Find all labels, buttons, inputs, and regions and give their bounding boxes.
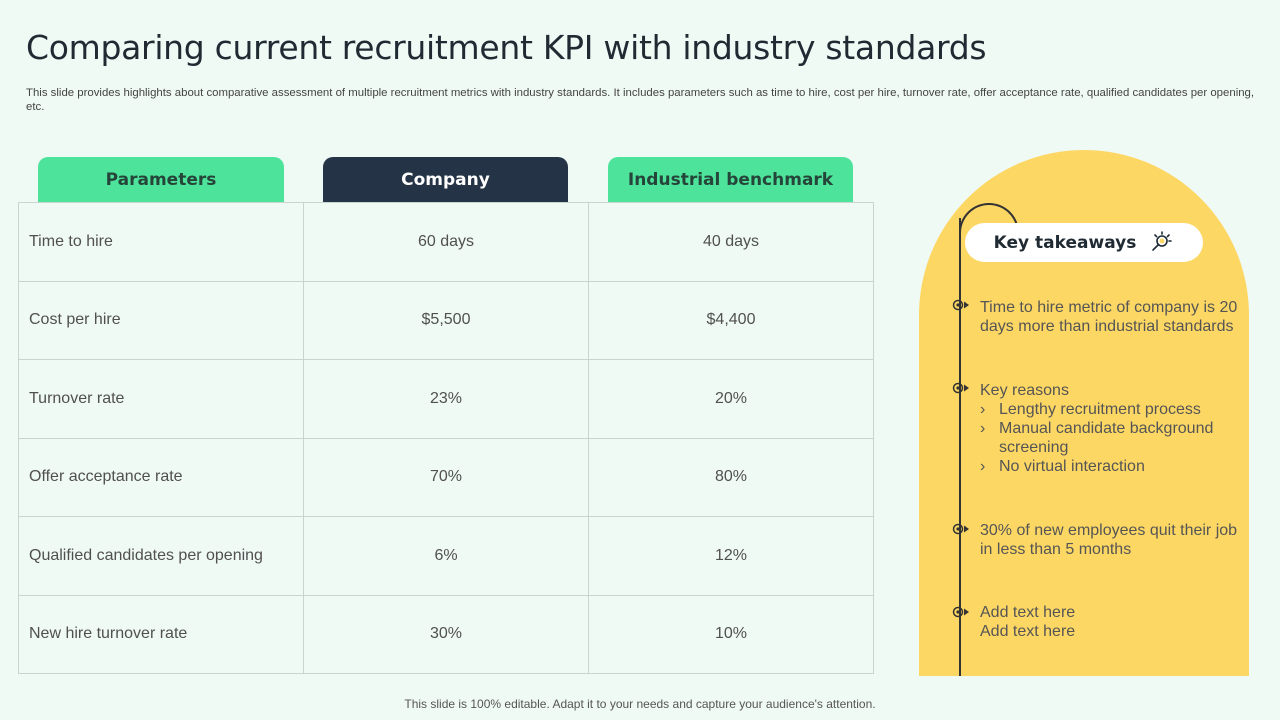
- company-cell: 23%: [303, 359, 589, 439]
- placeholder-text: Add text here: [980, 604, 1076, 621]
- company-cell: 60 days: [303, 202, 589, 282]
- timeline-line: [959, 218, 961, 676]
- parameter-cell: Time to hire: [18, 202, 304, 282]
- company-cell: 30%: [303, 594, 589, 674]
- page-subtitle: This slide provides highlights about com…: [26, 87, 1255, 113]
- timeline-marker-icon: [952, 606, 969, 618]
- company-cell: $5,500: [303, 280, 589, 360]
- parameter-cell: Offer acceptance rate: [18, 437, 304, 517]
- benchmark-cell: 80%: [588, 437, 874, 517]
- sub-bullet: ›: [980, 401, 986, 418]
- benchmark-cell: 12%: [588, 516, 874, 596]
- column-header-company: Company: [323, 157, 568, 202]
- column-header-parameters: Parameters: [38, 157, 284, 202]
- takeaway-item: Time to hire metric of company is 20 day…: [980, 299, 1238, 335]
- takeaway-item: Key reasons › Lengthy recruitment process…: [980, 381, 1242, 476]
- parameter-cell: Qualified candidates per opening: [18, 516, 304, 596]
- reasons-list: › Lengthy recruitment process › Manual can…: [980, 400, 1242, 476]
- page-title: Comparing current recruitment KPI with i…: [26, 28, 987, 67]
- list-item: › No virtual interaction: [980, 458, 1145, 475]
- footer-note: This slide is 100% editable. Adapt it to…: [404, 697, 876, 711]
- timeline-marker-icon: [952, 523, 969, 535]
- company-cell: 70%: [303, 437, 589, 517]
- takeaways-title: Key takeaways: [993, 232, 1137, 253]
- list-item: › Manual candidate background screening: [980, 420, 1214, 456]
- takeaway-item: 30% of new employees quit their job in l…: [980, 522, 1238, 558]
- table-row: Time to hire 60 days 40 days: [18, 202, 874, 282]
- timeline-marker-icon: [952, 299, 969, 311]
- takeaway-heading: Key reasons: [980, 382, 1069, 399]
- takeaways-title-pill: Key takeaways: [965, 223, 1203, 262]
- list-item: › Lengthy recruitment process: [980, 401, 1201, 418]
- sub-bullet: ›: [980, 420, 986, 437]
- table-row: New hire turnover rate 30% 10%: [18, 594, 874, 674]
- placeholder-text: Add text here: [980, 623, 1076, 640]
- parameter-cell: New hire turnover rate: [18, 594, 304, 674]
- timeline-marker-icon: [952, 382, 969, 394]
- takeaway-item: Add text here Add text here: [980, 603, 1242, 641]
- column-header-benchmark: Industrial benchmark: [608, 157, 853, 202]
- company-cell: 6%: [303, 516, 589, 596]
- benchmark-cell: 10%: [588, 594, 874, 674]
- benchmark-cell: 40 days: [588, 202, 874, 282]
- bulb-magnifier-icon: [1148, 230, 1174, 256]
- parameter-cell: Turnover rate: [18, 359, 304, 439]
- table-row: Turnover rate 23% 20%: [18, 359, 874, 439]
- parameter-cell: Cost per hire: [18, 280, 304, 360]
- kpi-table: Time to hire 60 days 40 days Cost per hi…: [18, 202, 874, 674]
- benchmark-cell: $4,400: [588, 280, 874, 360]
- table-row: Qualified candidates per opening 6% 12%: [18, 516, 874, 596]
- table-row: Cost per hire $5,500 $4,400: [18, 280, 874, 360]
- benchmark-cell: 20%: [588, 359, 874, 439]
- sub-bullet: ›: [980, 458, 986, 475]
- table-row: Offer acceptance rate 70% 80%: [18, 437, 874, 517]
